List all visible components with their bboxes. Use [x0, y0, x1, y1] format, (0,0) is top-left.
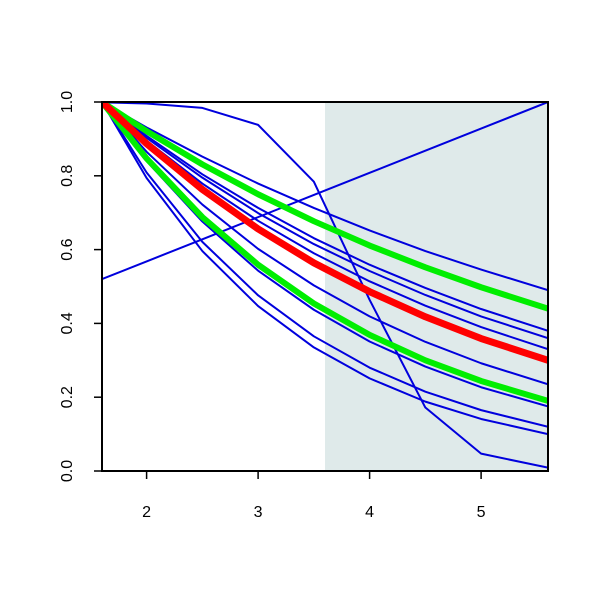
line: [102, 102, 548, 312]
line: [102, 102, 548, 292]
y-tick-label: 0.6: [59, 238, 76, 260]
line: [102, 102, 548, 364]
plot-frame: [101, 101, 549, 472]
x-tick-label: 4: [365, 504, 374, 521]
y-tick-label: 0.8: [59, 165, 76, 187]
x-tick-label: 5: [477, 504, 486, 521]
line: [102, 102, 548, 428]
x-tick-label: 3: [254, 504, 263, 521]
y-tick-label: 0.2: [59, 386, 76, 408]
line: [102, 102, 548, 332]
y-tick-label: 0.0: [59, 460, 76, 482]
line: [102, 102, 548, 386]
line: [102, 102, 548, 340]
y-tick-label: 0.4: [59, 312, 76, 334]
x-tick-label: 2: [142, 504, 151, 521]
y-tick-label: 1.0: [59, 91, 76, 113]
line: [102, 102, 548, 404]
line: [102, 102, 548, 469]
line: [102, 102, 548, 281]
line: [102, 102, 548, 436]
